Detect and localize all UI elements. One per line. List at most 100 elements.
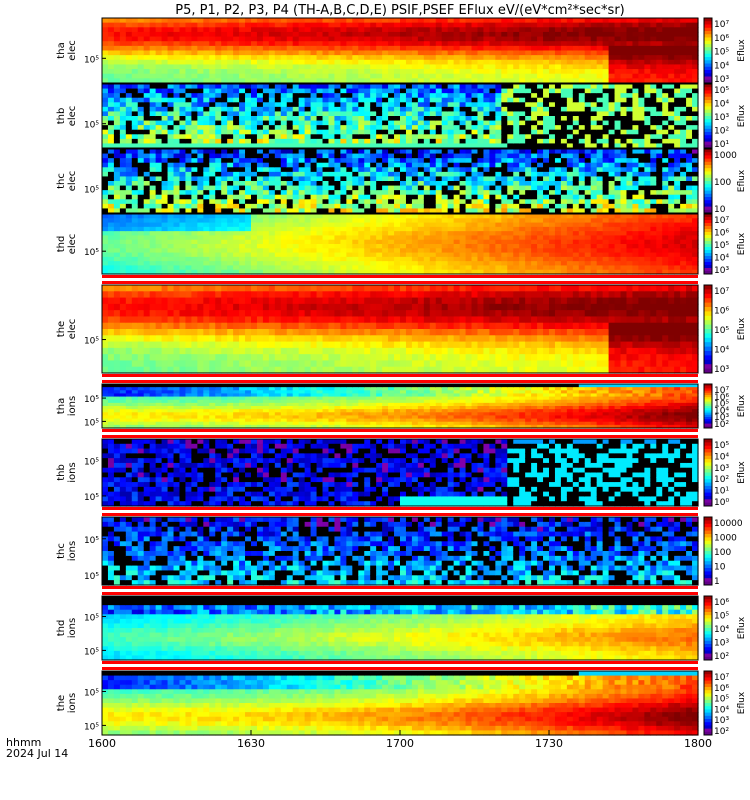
spectrogram-cell <box>149 64 157 70</box>
spectrogram-cell <box>256 84 264 90</box>
spectrogram-cell <box>656 69 663 75</box>
spectrogram-cell <box>447 78 455 84</box>
spectrogram-cell <box>656 93 663 99</box>
colorbar-segment <box>704 84 712 88</box>
spectrogram-cell <box>280 231 288 237</box>
spectrogram-cell <box>614 93 622 99</box>
spectrogram-cell <box>203 64 210 70</box>
spectrogram-cell <box>268 226 276 232</box>
spectrogram-cell <box>262 203 270 210</box>
spectrogram-cell <box>310 59 318 66</box>
spectrogram-cell <box>346 252 353 258</box>
spectrogram-cell <box>268 190 276 196</box>
spectrogram-cell <box>215 158 222 164</box>
spectrogram-cell <box>334 153 341 159</box>
spectrogram-cell <box>590 73 598 79</box>
spectrogram-cell <box>447 171 455 178</box>
spectrogram-cell <box>566 208 574 214</box>
spectrogram-cell <box>298 181 306 187</box>
spectrogram-cell <box>602 73 610 79</box>
spectrogram-cell <box>566 27 574 33</box>
spectrogram-cell <box>167 116 175 122</box>
spectrogram-cell <box>233 31 240 38</box>
spectrogram-cell <box>620 55 628 61</box>
spectrogram-cell <box>411 199 419 205</box>
spectrogram-cell <box>513 59 520 66</box>
spectrogram-cell <box>131 194 139 200</box>
spectrogram-cell <box>221 73 228 79</box>
spectrogram-cell <box>596 88 604 94</box>
spectrogram-cell <box>185 73 192 79</box>
spectrogram-cell <box>572 181 580 187</box>
spectrogram-cell <box>274 149 282 155</box>
spectrogram-cell <box>215 55 222 61</box>
spectrogram-cell <box>507 93 514 99</box>
spectrogram-cell <box>590 69 598 75</box>
spectrogram-cell <box>137 45 145 52</box>
spectrogram-cell <box>197 125 204 131</box>
spectrogram-cell <box>125 22 133 28</box>
spectrogram-cell <box>328 88 336 94</box>
spectrogram-cell <box>560 208 568 214</box>
spectrogram-cell <box>340 231 347 237</box>
spectrogram-cell <box>346 97 353 103</box>
spectrogram-cell <box>429 203 437 210</box>
spectrogram-cell <box>584 190 592 196</box>
spectrogram-cell <box>394 171 401 178</box>
spectrogram-cell <box>233 84 240 90</box>
spectrogram-cell <box>131 214 139 219</box>
spectrogram-cell <box>298 84 306 90</box>
spectrogram-cell <box>411 203 419 210</box>
spectrogram-cell <box>203 18 210 24</box>
spectrogram-cell <box>298 244 306 249</box>
spectrogram-cell <box>477 143 485 149</box>
spectrogram-cell <box>137 102 145 108</box>
spectrogram-cell <box>292 102 300 108</box>
spectrogram-cell <box>513 181 520 187</box>
spectrogram-cell <box>620 84 628 90</box>
spectrogram-cell <box>209 69 216 75</box>
spectrogram-cell <box>185 31 192 38</box>
spectrogram-cell <box>245 176 252 182</box>
spectrogram-cell <box>310 36 318 42</box>
spectrogram-cell <box>334 59 341 66</box>
spectrogram-cell <box>340 261 347 267</box>
spectrogram-cell <box>572 93 580 99</box>
spectrogram-cell <box>376 176 383 182</box>
spectrogram-cell <box>507 31 514 38</box>
spectrogram-cell <box>489 138 496 145</box>
spectrogram-cell <box>316 208 324 214</box>
spectrogram-cell <box>435 22 443 28</box>
spectrogram-cell <box>137 129 145 135</box>
spectrogram-cell <box>382 138 389 145</box>
spectrogram-cell <box>298 222 306 228</box>
spectrogram-cell <box>388 143 395 149</box>
spectrogram-cell <box>334 129 341 135</box>
spectrogram-cell <box>304 129 312 135</box>
spectrogram-cell <box>191 78 198 84</box>
spectrogram-cell <box>286 244 294 249</box>
spectrogram-cell <box>143 97 151 103</box>
spectrogram-cell <box>113 199 121 205</box>
spectrogram-cell <box>209 134 216 140</box>
spectrogram-cell <box>316 153 324 159</box>
spectrogram-cell <box>364 84 371 90</box>
spectrogram-cell <box>608 18 616 24</box>
spectrogram-cell <box>262 214 270 219</box>
spectrogram-cell <box>423 22 431 28</box>
spectrogram-cell <box>364 231 371 237</box>
spectrogram-cell <box>656 176 663 182</box>
spectrogram-cell <box>560 162 568 168</box>
spectrogram-cell <box>590 18 598 24</box>
spectrogram-cell <box>519 59 526 66</box>
spectrogram-cell <box>453 162 461 168</box>
spectrogram-cell <box>155 73 163 79</box>
spectrogram-cell <box>400 120 407 126</box>
spectrogram-cell <box>537 18 544 24</box>
spectrogram-cell <box>215 231 222 237</box>
spectrogram-cell <box>447 93 455 99</box>
spectrogram-cell <box>388 239 395 245</box>
spectrogram-cell <box>477 64 485 70</box>
